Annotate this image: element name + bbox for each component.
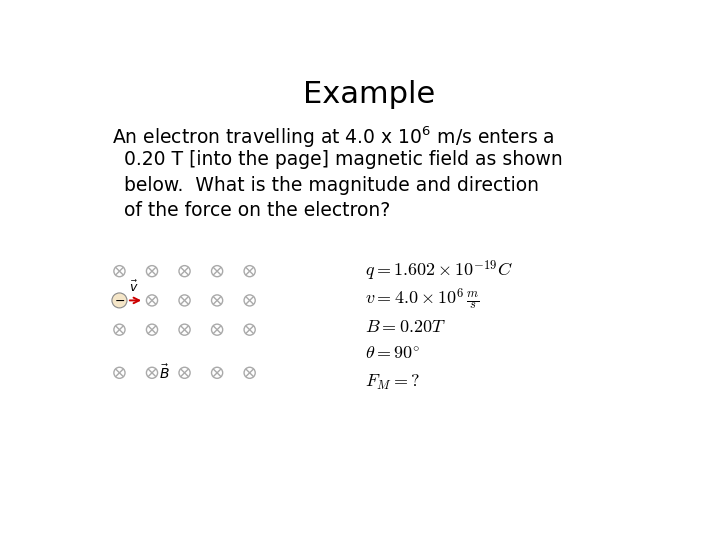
Text: $F_{M} = ?$: $F_{M} = ?$ (365, 373, 420, 392)
Text: $\theta = 90^{\circ}$: $\theta = 90^{\circ}$ (365, 345, 420, 363)
Text: $\vec{B}$: $\vec{B}$ (159, 363, 170, 382)
Text: $-$: $-$ (114, 294, 125, 307)
Text: $q = 1.602\times10^{-19}C$: $q = 1.602\times10^{-19}C$ (365, 259, 513, 284)
Circle shape (112, 293, 127, 308)
Text: $B = 0.20T$: $B = 0.20T$ (365, 318, 446, 335)
Text: below.  What is the magnitude and direction: below. What is the magnitude and directi… (112, 176, 539, 195)
Text: $\vec{v}$: $\vec{v}$ (129, 280, 139, 295)
Text: $v = 4.0\times10^{6}\,\frac{m}{s}$: $v = 4.0\times10^{6}\,\frac{m}{s}$ (365, 286, 480, 312)
Text: 0.20 T [into the page] magnetic field as shown: 0.20 T [into the page] magnetic field as… (112, 150, 562, 169)
Text: An electron travelling at 4.0 x 10$^{6}$ m/s enters a: An electron travelling at 4.0 x 10$^{6}$… (112, 125, 554, 150)
Text: of the force on the electron?: of the force on the electron? (112, 201, 390, 220)
Text: Example: Example (303, 80, 435, 109)
